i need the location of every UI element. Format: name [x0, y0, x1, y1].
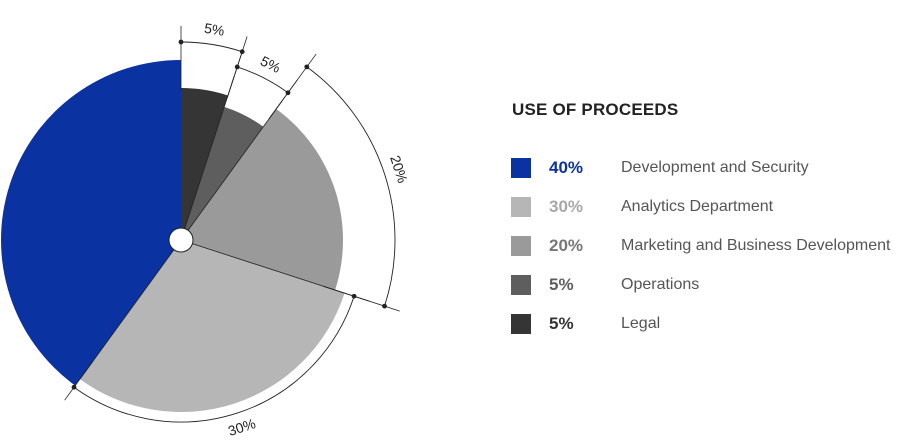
legend-swatch [511, 236, 531, 256]
dimension-dot [234, 64, 240, 70]
dimension-tick [64, 361, 94, 401]
dimension-dot [382, 303, 387, 309]
legend-label: Operations [621, 276, 700, 293]
legend-percent: 5% [549, 314, 574, 333]
pie-slice [181, 88, 228, 240]
legend-label: Development and Security [621, 159, 809, 176]
chart-title: USE OF PROCEEDS [512, 100, 679, 119]
dimension-dot [239, 49, 245, 55]
legend-item-operations: 5% Operations [511, 275, 911, 314]
legend-label: Legal [621, 315, 661, 332]
legend-percent: 40% [549, 158, 584, 177]
dimension-dot [178, 39, 184, 45]
legend: USE OF PROCEEDS 40% Development and Secu… [511, 100, 911, 353]
legend-label: Marketing and Business Development [621, 237, 891, 254]
slice-divider [180, 76, 235, 241]
legend-label: Analytics Department [621, 198, 774, 215]
dimension-label: 20% [387, 153, 411, 185]
dimension-label: 30% [226, 415, 258, 439]
legend-swatch [511, 314, 531, 334]
dimension-dot [71, 384, 77, 390]
slice-divider [79, 239, 182, 380]
pie-slices [1, 60, 345, 412]
dimension-dot [351, 293, 357, 299]
pie-center-hole [168, 227, 194, 253]
dimension-dot [304, 64, 310, 70]
legend-percent: 30% [549, 197, 584, 216]
dimension-tick [268, 53, 317, 119]
slice-divider [180, 100, 283, 241]
dimension-label: 5% [203, 20, 225, 39]
dimension-tick [323, 285, 370, 302]
pie-slice [181, 108, 343, 291]
legend-item-development: 40% Development and Security [511, 158, 911, 197]
legend-item-marketing: 20% Marketing and Business Development [511, 236, 911, 275]
dimension-annotations: 5% 5% 20% 30% [64, 20, 411, 439]
pie-slice [1, 60, 181, 386]
dimension-arc [73, 296, 355, 423]
legend-swatch [511, 197, 531, 217]
legend-item-analytics: 30% Analytics Department [511, 197, 911, 236]
pie-slice [79, 240, 345, 412]
slice-divider [180, 239, 345, 294]
legend-percent: 5% [549, 275, 574, 294]
dimension-arc [180, 41, 243, 53]
legend-percent: 20% [549, 236, 584, 255]
dimension-arc [237, 66, 289, 94]
dimension-arc [306, 66, 396, 307]
dimension-label: 5% [258, 52, 283, 75]
dimension-tick [226, 51, 243, 98]
legend-item-legal: 5% Legal [511, 314, 911, 353]
legend-swatch [511, 158, 531, 178]
legend-swatch [511, 275, 531, 295]
pie-slice [181, 106, 264, 240]
